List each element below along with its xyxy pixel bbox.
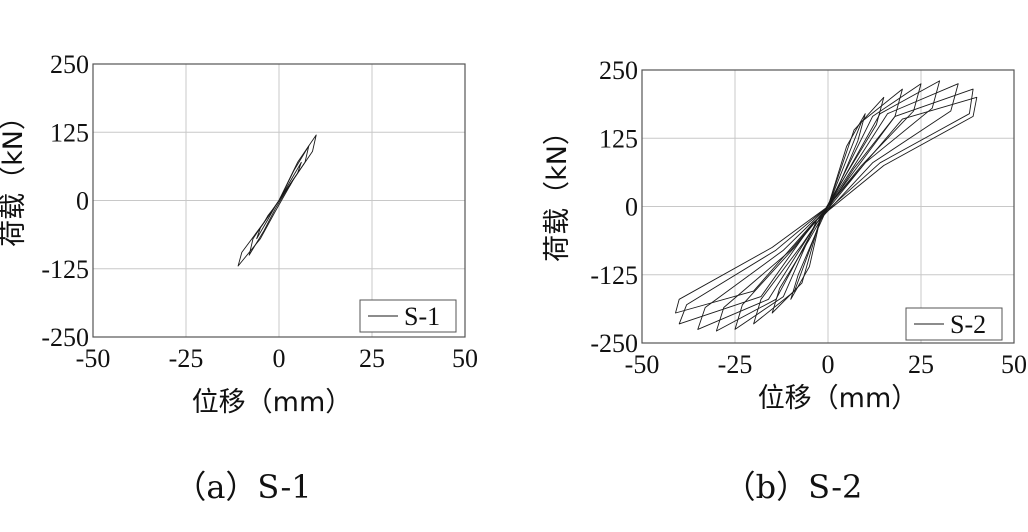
x-tick-label: -25 [169, 344, 204, 373]
y-axis-title: 荷载（kN） [0, 103, 29, 247]
y-tick-label: 250 [599, 56, 638, 85]
x-axis-title: 位移（mm） [192, 387, 353, 418]
series-S-2-loop [675, 96, 978, 314]
chart-panel-a: -50 -25 0 25 50-250-1250125250S-1位移（mm）荷载（kN… [0, 50, 478, 506]
x-tick-label: 0 [822, 350, 835, 379]
legend-label: S-1 [404, 302, 440, 331]
x-tick-label: 25 [359, 344, 385, 373]
y-tick-label: -250 [590, 329, 638, 358]
y-tick-label: 0 [625, 193, 638, 222]
plot-frame [92, 63, 466, 338]
x-tick-label: 0 [273, 344, 286, 373]
x-tick-label: 25 [908, 350, 934, 379]
y-tick-label: 125 [50, 118, 89, 147]
series-S-2-loop [697, 83, 959, 330]
series-S-1-loop [237, 134, 317, 267]
panel-caption: （a）S-1 [174, 468, 311, 506]
chart-panel-b: -50 -25 0 25 50-250-1250125250S-2位移（mm）荷载（kN… [542, 56, 1027, 506]
series-S-2-loop [753, 88, 903, 325]
y-tick-label: -250 [41, 323, 89, 352]
y-tick-label: 125 [599, 124, 638, 153]
y-tick-label: -125 [41, 255, 89, 284]
panel-caption: （b）S-2 [724, 468, 863, 506]
x-tick-label: -25 [718, 350, 753, 379]
y-tick-label: -125 [590, 261, 638, 290]
x-axis-title: 位移（mm） [758, 383, 919, 414]
x-tick-label: 50 [1001, 350, 1027, 379]
x-tick-label: -50 [625, 350, 660, 379]
plot-frame [641, 69, 1015, 344]
y-tick-label: 250 [50, 50, 89, 79]
y-tick-label: 0 [76, 187, 89, 216]
series-S-1-loop [248, 145, 310, 256]
x-tick-label: -50 [76, 344, 111, 373]
x-tick-label: 50 [452, 344, 478, 373]
legend-label: S-2 [950, 310, 986, 339]
y-axis-title: 荷载（kN） [542, 118, 573, 262]
